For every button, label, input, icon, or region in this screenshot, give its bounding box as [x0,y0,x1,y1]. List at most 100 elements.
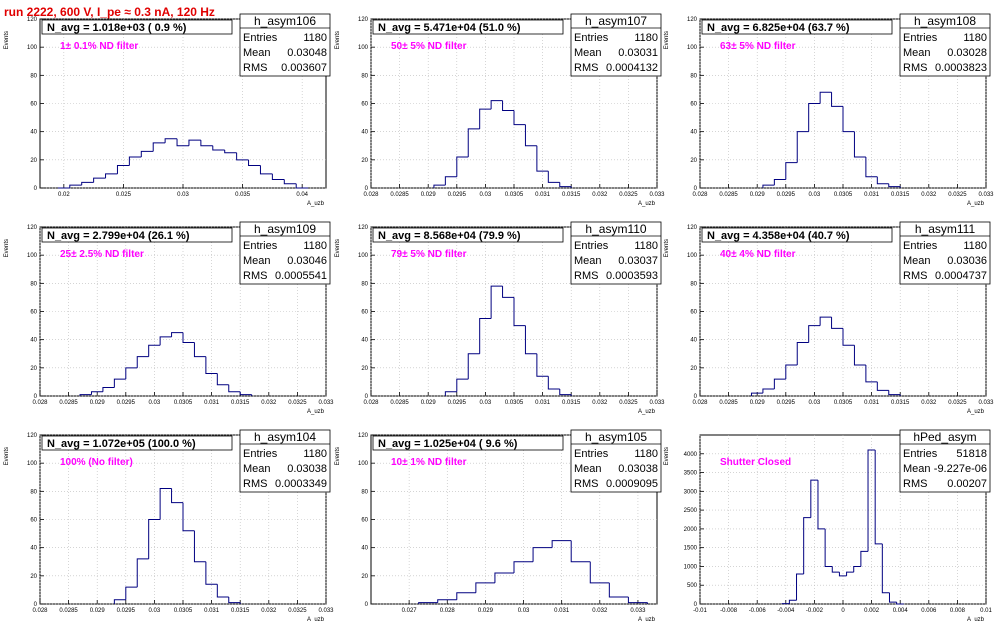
stats-entries-label: Entries [574,240,609,252]
x-tick-label: 0.0315 [231,400,250,406]
y-axis-label: Events [335,239,341,257]
histogram-bin [788,599,797,604]
y-tick-label: 60 [361,102,368,108]
histogram-bin [171,488,183,504]
histogram-bin [444,391,457,396]
navg-label: N_avg = 5.471e+04 (51.0 %) [378,22,521,34]
stats-rms-label: RMS [903,478,927,490]
x-tick-label: 0.033 [318,400,334,406]
x-tick-label: 0.0325 [288,400,307,406]
histogram-bin [819,316,832,326]
histogram-bin [853,345,866,366]
histogram-h_asym105: 0.027 0.028 0.029 0.03 0.031 0.032 0.033 0 20 40 6… [335,429,662,622]
x-tick-label: 0.0305 [834,400,853,406]
histogram-bin [762,184,775,188]
y-tick-label: 40 [361,130,368,136]
x-tick-label: 0.03 [149,608,161,614]
histogram-bins [750,316,901,396]
x-tick-label: 0.032 [261,608,277,614]
histogram-bin [69,184,82,188]
histogram-bin [456,378,469,392]
y-tick-label: 120 [358,225,369,231]
stats-mean-label: Mean [903,463,931,475]
x-tick-label: -0.008 [720,608,738,614]
stats-title: h_asym106 [254,14,316,28]
histogram-bin [536,353,549,377]
stats-mean-label: Mean [903,255,931,267]
histogram-bin [212,145,225,151]
histogram-bin [842,106,855,133]
y-tick-label: 60 [30,310,37,316]
y-tick-label: 0 [694,602,698,608]
y-tick-label: 4000 [684,452,698,458]
histogram-bin [475,582,495,593]
x-tick-label: 0.031 [204,400,220,406]
histogram-bin [888,390,901,396]
histogram-h_asym106: 0.02 0.025 0.03 0.035 0.04 0 20 40 60 80 100 120 Eve… [4,13,331,207]
histogram-bin [193,530,206,563]
stats-rms-label: RMS [574,62,598,74]
histogram-bin [105,173,118,179]
y-axis-label: Events [664,447,670,465]
histogram-bin [532,547,553,562]
histogram-bin [456,592,476,600]
y-tick-label: 20 [30,574,37,580]
histogram-bin [513,561,534,574]
histogram-bin [456,156,469,177]
y-axis-label: Events [664,239,670,257]
stats-mean-value: -9.227e-06 [934,463,987,475]
navg-label: N_avg = 1.072e+05 (100.0 %) [47,438,196,450]
stats-rms-value: 0.0004132 [606,62,658,74]
histogram-bin [874,450,883,545]
histogram-bin [785,162,798,180]
histogram-bin [259,165,273,175]
stats-rms-value: 0.0003593 [606,270,658,282]
y-tick-label: 0 [34,186,38,192]
x-tick-label: 0.031 [864,192,880,198]
histogram-bin [182,502,195,532]
stats-title: h_asym109 [254,222,316,236]
x-tick-label: 0.002 [864,608,880,614]
histogram-bin [182,332,195,343]
x-tick-label: 0.0295 [777,400,796,406]
x-tick-label: 0.0285 [59,400,78,406]
x-tick-label: 0.0285 [59,608,78,614]
x-tick-label: 0.027 [402,608,418,614]
y-axis-label: Events [664,31,670,49]
histogram-bin [559,182,572,188]
stats-box [570,429,662,493]
histogram-bin [513,297,526,327]
x-tick-label: 0.004 [893,608,909,614]
filter-label: 10± 1% ND filter [391,457,467,468]
x-tick-label: 0.0305 [174,400,193,406]
y-tick-label: 40 [361,546,368,552]
y-tick-label: 0 [34,394,38,400]
x-axis-label: A_uzb [967,409,985,415]
navg-box [701,227,893,243]
x-axis-label: A_uzb [638,409,656,415]
x-tick-label: 0.025 [116,192,132,198]
x-tick-label: 0.032 [261,400,277,406]
histogram-bins [433,100,572,188]
histogram-bins [57,138,309,189]
histogram-bin [846,571,854,576]
histogram-bin [608,582,629,598]
x-tick-label: 0.0285 [390,192,409,198]
x-tick-label: 0.0285 [719,400,738,406]
histogram-bin [79,394,92,396]
histogram-bin [876,176,889,185]
stats-rms-label: RMS [574,270,598,282]
y-tick-label: 1500 [684,546,698,552]
x-tick-label: 0.028 [363,400,379,406]
histogram-bin [81,181,94,186]
histogram-bin [148,344,161,357]
y-tick-label: 80 [361,281,368,287]
histogram-bin [831,566,840,573]
x-tick-label: 0.0325 [948,400,967,406]
histogram-bin [589,561,610,584]
x-tick-label: 0.0295 [777,192,796,198]
navg-label: N_avg = 8.568e+04 (79.9 %) [378,230,521,242]
y-tick-label: 20 [30,366,37,372]
x-tick-label: 0.0315 [891,192,910,198]
histogram-bin [881,543,890,594]
